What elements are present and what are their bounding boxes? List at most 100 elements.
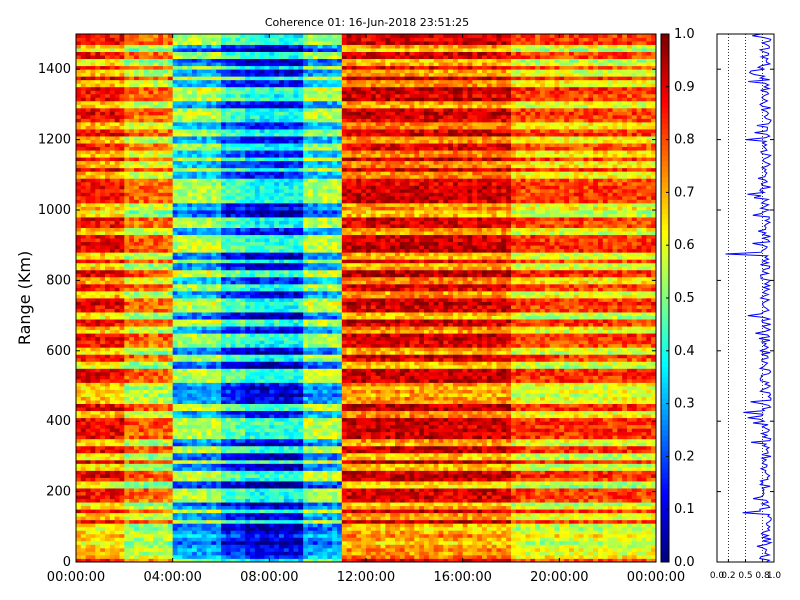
heatmap-cell [216,86,222,91]
heatmap-cell [216,400,222,404]
heatmap-cell [192,407,198,412]
heatmap-cell [201,445,207,450]
heatmap-cell [129,452,135,457]
heatmap-cell [153,343,159,348]
heatmap-cell [158,530,164,535]
heatmap-cell [216,210,222,214]
heatmap-cell [90,146,96,151]
heatmap-cell [201,90,207,95]
heatmap-cell [134,308,140,313]
heatmap-cell [216,368,222,373]
heatmap-cell [80,93,87,98]
heatmap-cell [196,86,203,91]
heatmap-cell [221,547,227,552]
heatmap-cell [153,69,159,74]
heatmap-cell [177,540,183,545]
heatmap-cell [134,181,140,186]
heatmap-cell [163,361,169,366]
heatmap-cell [100,495,106,500]
heatmap-cell [90,326,96,331]
heatmap-cell [225,188,232,193]
heatmap-cell [114,428,120,433]
heatmap-cell [216,93,222,98]
heatmap-cell [235,459,241,464]
heatmap-cell [167,491,174,496]
heatmap-cell [109,403,116,408]
heatmap-cell [114,122,120,126]
heatmap-cell [230,540,236,545]
heatmap-cell [80,146,87,151]
heatmap-cell [114,238,120,243]
heatmap-cell [143,526,149,531]
heatmap-cell [85,523,91,528]
heatmap-cell [124,396,130,401]
heatmap-cell [95,371,101,376]
heatmap-cell [192,217,198,221]
heatmap-cell [182,255,188,260]
heatmap-cell [187,386,193,390]
heatmap-cell [124,220,130,225]
heatmap-cell [187,343,193,348]
heatmap-cell [134,206,140,211]
heatmap-cell [216,107,222,112]
heatmap-cell [167,58,174,63]
heatmap-cell [163,294,169,299]
heatmap-cell [206,234,212,239]
heatmap-cell [221,252,227,257]
heatmap-cell [80,266,87,271]
heatmap-cell [163,181,169,186]
heatmap-cell [235,526,241,531]
heatmap-cell [177,481,183,485]
heatmap-cell [143,146,149,151]
heatmap-cell [129,234,135,239]
heatmap-cell [172,308,178,313]
heatmap-cell [211,537,217,542]
heatmap-cell [129,340,135,345]
heatmap-cell [134,526,140,531]
heatmap-cell [80,319,87,324]
heatmap-cell [124,498,130,503]
heatmap-cell [221,164,227,169]
heatmap-cell [114,231,120,236]
heatmap-cell [119,319,125,324]
heatmap-cell [114,347,120,352]
heatmap-cell [124,308,130,313]
heatmap-cell [211,245,217,250]
heatmap-cell [182,231,188,236]
heatmap-cell [148,477,154,482]
heatmap-cell [158,540,164,545]
heatmap-cell [163,481,169,485]
heatmap-cell [95,428,101,433]
heatmap-cell [230,192,236,197]
heatmap-cell [221,368,227,373]
heatmap-cell [201,319,207,324]
heatmap-cell [206,153,212,158]
heatmap-cell [109,58,116,63]
heatmap-cell [119,107,125,112]
heatmap-cell [124,357,130,362]
heatmap-cell [90,484,96,489]
heatmap-cell [172,58,178,63]
heatmap-cell [100,248,106,253]
heatmap-cell [80,83,87,88]
heatmap-cell [187,470,193,475]
heatmap-cell [225,505,232,510]
heatmap-cell [172,150,178,155]
heatmap-cell [187,181,193,186]
heatmap-cell [119,505,125,510]
heatmap-cell [76,505,82,510]
heatmap-cell [90,83,96,88]
heatmap-cell [100,217,106,221]
heatmap-cell [225,530,232,535]
heatmap-cell [187,41,193,45]
heatmap-cell [230,424,236,429]
heatmap-cell [187,491,193,496]
heatmap-cell [192,371,198,376]
heatmap-cell [163,199,169,204]
heatmap-cell [105,540,111,545]
heatmap-cell [90,445,96,450]
heatmap-cell [114,37,120,42]
heatmap-cell [124,129,130,133]
heatmap-cell [163,400,169,404]
heatmap-cell [148,533,154,538]
